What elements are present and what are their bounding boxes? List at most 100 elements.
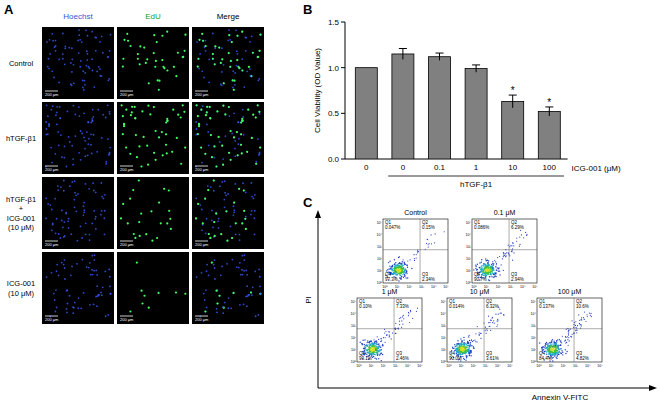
nucleus bbox=[83, 137, 85, 139]
nucleus bbox=[108, 78, 110, 80]
event bbox=[403, 271, 404, 272]
event bbox=[496, 264, 497, 265]
nucleus bbox=[74, 302, 76, 304]
event bbox=[523, 237, 524, 238]
nucleus bbox=[214, 278, 216, 280]
event bbox=[488, 267, 489, 268]
edu-spot bbox=[204, 198, 206, 200]
nucleus bbox=[246, 151, 248, 153]
edu-spot bbox=[204, 153, 206, 155]
event bbox=[487, 262, 488, 263]
event bbox=[482, 274, 483, 275]
event bbox=[403, 262, 404, 263]
nucleus bbox=[233, 205, 235, 207]
event bbox=[398, 257, 399, 258]
event bbox=[485, 258, 486, 259]
edu-spot bbox=[153, 34, 155, 36]
nucleus bbox=[204, 198, 206, 200]
edu-spot bbox=[257, 56, 259, 58]
nucleus bbox=[99, 41, 101, 43]
tick bbox=[341, 113, 345, 114]
event bbox=[371, 346, 372, 347]
event bbox=[479, 267, 480, 268]
event bbox=[396, 271, 397, 272]
edu-spot bbox=[158, 136, 160, 138]
event bbox=[386, 335, 387, 336]
nucleus bbox=[71, 266, 73, 268]
event bbox=[374, 348, 375, 349]
micrograph: 200 μm bbox=[192, 252, 264, 324]
nucleus bbox=[230, 307, 232, 309]
significance: * bbox=[511, 85, 515, 96]
event bbox=[490, 274, 491, 275]
event bbox=[388, 336, 389, 337]
nucleus bbox=[216, 290, 218, 292]
event bbox=[400, 270, 401, 271]
event bbox=[508, 245, 509, 246]
edu-spot bbox=[245, 228, 247, 230]
tick-label: 10³ bbox=[508, 285, 514, 289]
event bbox=[400, 266, 401, 267]
event bbox=[493, 267, 494, 268]
nucleus bbox=[209, 106, 211, 108]
event bbox=[481, 262, 482, 263]
event bbox=[377, 352, 378, 353]
event bbox=[470, 352, 471, 353]
nucleus bbox=[240, 274, 242, 276]
edu-spot bbox=[214, 63, 216, 65]
event bbox=[493, 274, 494, 275]
event bbox=[366, 344, 367, 345]
event bbox=[371, 351, 372, 352]
event bbox=[486, 272, 487, 273]
nucleus bbox=[219, 185, 221, 187]
category-label: 1 bbox=[474, 163, 479, 172]
edu-spot bbox=[132, 189, 134, 191]
event bbox=[404, 271, 405, 272]
edu-spot bbox=[231, 41, 233, 43]
plot-frame bbox=[472, 219, 537, 283]
nucleus bbox=[220, 62, 222, 64]
event bbox=[481, 274, 482, 275]
nucleus bbox=[197, 115, 199, 117]
event bbox=[402, 316, 403, 317]
edu-spot bbox=[175, 75, 177, 77]
event bbox=[372, 350, 373, 351]
event bbox=[375, 349, 376, 350]
event bbox=[392, 269, 393, 270]
nucleus bbox=[254, 271, 256, 273]
nucleus bbox=[205, 311, 207, 313]
event bbox=[382, 354, 383, 355]
edu-spot bbox=[166, 69, 168, 71]
image-background bbox=[192, 252, 264, 324]
event bbox=[495, 273, 496, 274]
event bbox=[461, 341, 462, 342]
nucleus bbox=[254, 194, 256, 196]
nucleus bbox=[231, 133, 233, 135]
event bbox=[482, 271, 483, 272]
edu-spot bbox=[175, 291, 177, 293]
nucleus bbox=[80, 307, 82, 309]
nucleus bbox=[231, 259, 233, 261]
event bbox=[380, 353, 381, 354]
nucleus bbox=[69, 185, 71, 187]
nucleus bbox=[82, 80, 84, 82]
event bbox=[369, 342, 370, 343]
nucleus bbox=[105, 315, 107, 317]
nucleus bbox=[74, 114, 76, 116]
nucleus bbox=[238, 267, 240, 269]
event bbox=[495, 266, 496, 267]
event bbox=[402, 259, 403, 260]
gate-line bbox=[472, 249, 537, 250]
quadrant-percent: 97.3% bbox=[385, 277, 398, 282]
nucleus bbox=[209, 117, 211, 119]
event bbox=[483, 270, 484, 271]
figure: ABCHoechstEdUMergeControl200 μm200 μm200… bbox=[0, 0, 660, 404]
event bbox=[392, 274, 393, 275]
nucleus bbox=[48, 58, 50, 60]
nucleus bbox=[195, 197, 197, 199]
nucleus bbox=[234, 72, 236, 74]
edu-spot bbox=[149, 113, 151, 115]
event bbox=[372, 345, 373, 346]
event bbox=[406, 264, 407, 265]
event bbox=[401, 269, 402, 270]
